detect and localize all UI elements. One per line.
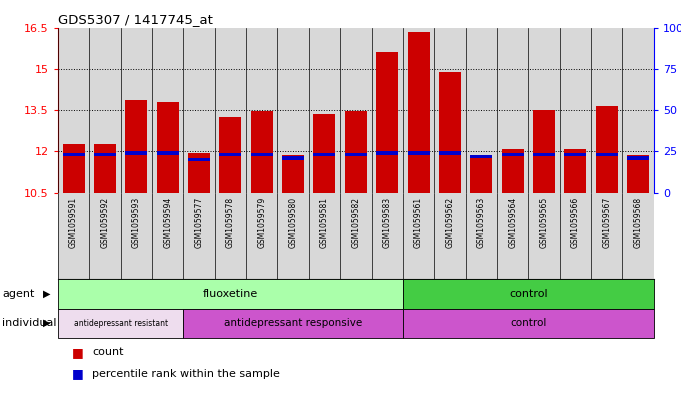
- Text: GSM1059581: GSM1059581: [320, 197, 329, 248]
- Bar: [282, 156, 304, 160]
- Text: percentile rank within the sample: percentile rank within the sample: [92, 369, 280, 379]
- Text: individual: individual: [2, 318, 57, 328]
- Bar: [403, 279, 654, 309]
- Bar: [313, 153, 336, 156]
- Bar: [219, 153, 241, 156]
- Bar: [596, 153, 618, 156]
- Bar: [376, 151, 398, 154]
- Text: GSM1059592: GSM1059592: [100, 197, 110, 248]
- Text: agent: agent: [2, 289, 35, 299]
- Bar: [565, 153, 586, 156]
- Bar: [157, 102, 178, 193]
- Text: GSM1059580: GSM1059580: [289, 197, 298, 248]
- Text: GSM1059593: GSM1059593: [132, 197, 141, 248]
- Text: GSM1059563: GSM1059563: [477, 197, 486, 248]
- Text: control: control: [510, 318, 546, 328]
- Text: ■: ■: [72, 346, 83, 359]
- Text: GSM1059579: GSM1059579: [257, 197, 266, 248]
- Text: GDS5307 / 1417745_at: GDS5307 / 1417745_at: [58, 13, 212, 26]
- Bar: [188, 153, 210, 193]
- Text: GSM1059578: GSM1059578: [226, 197, 235, 248]
- Text: GSM1059577: GSM1059577: [195, 197, 204, 248]
- Bar: [125, 151, 147, 154]
- Text: GSM1059562: GSM1059562: [445, 197, 454, 248]
- Text: fluoxetine: fluoxetine: [203, 289, 258, 299]
- Bar: [596, 106, 618, 193]
- Bar: [407, 32, 430, 193]
- Bar: [502, 149, 524, 193]
- Bar: [376, 52, 398, 193]
- Bar: [251, 112, 272, 193]
- Text: GSM1059566: GSM1059566: [571, 197, 580, 248]
- Bar: [58, 279, 403, 309]
- Bar: [533, 153, 555, 156]
- Bar: [282, 156, 304, 193]
- Text: antidepressant responsive: antidepressant responsive: [224, 318, 362, 328]
- Text: GSM1059594: GSM1059594: [163, 197, 172, 248]
- Bar: [627, 156, 649, 193]
- Bar: [439, 151, 461, 154]
- Bar: [157, 151, 178, 154]
- Bar: [533, 110, 555, 193]
- Bar: [407, 151, 430, 154]
- Bar: [251, 153, 272, 156]
- Bar: [345, 112, 367, 193]
- Text: GSM1059582: GSM1059582: [351, 197, 360, 248]
- Bar: [439, 72, 461, 193]
- Bar: [345, 153, 367, 156]
- Text: antidepressant resistant: antidepressant resistant: [74, 319, 168, 328]
- Bar: [627, 156, 649, 160]
- Text: GSM1059583: GSM1059583: [383, 197, 392, 248]
- Text: GSM1059565: GSM1059565: [539, 197, 548, 248]
- Text: ■: ■: [72, 367, 83, 380]
- Text: GSM1059568: GSM1059568: [633, 197, 643, 248]
- Text: count: count: [92, 347, 123, 357]
- Text: GSM1059591: GSM1059591: [69, 197, 78, 248]
- Bar: [471, 154, 492, 158]
- Bar: [58, 309, 183, 338]
- Text: GSM1059567: GSM1059567: [602, 197, 612, 248]
- Bar: [188, 158, 210, 161]
- Bar: [565, 149, 586, 193]
- Text: GSM1059564: GSM1059564: [508, 197, 517, 248]
- Text: GSM1059561: GSM1059561: [414, 197, 423, 248]
- Text: ▶: ▶: [43, 289, 50, 299]
- Bar: [94, 153, 116, 156]
- Bar: [63, 144, 84, 193]
- Bar: [219, 117, 241, 193]
- Text: ▶: ▶: [43, 318, 50, 328]
- Bar: [183, 309, 403, 338]
- Bar: [313, 114, 336, 193]
- Text: control: control: [509, 289, 548, 299]
- Bar: [502, 153, 524, 156]
- Bar: [403, 309, 654, 338]
- Bar: [94, 144, 116, 193]
- Bar: [471, 156, 492, 193]
- Bar: [63, 153, 84, 156]
- Bar: [125, 101, 147, 193]
